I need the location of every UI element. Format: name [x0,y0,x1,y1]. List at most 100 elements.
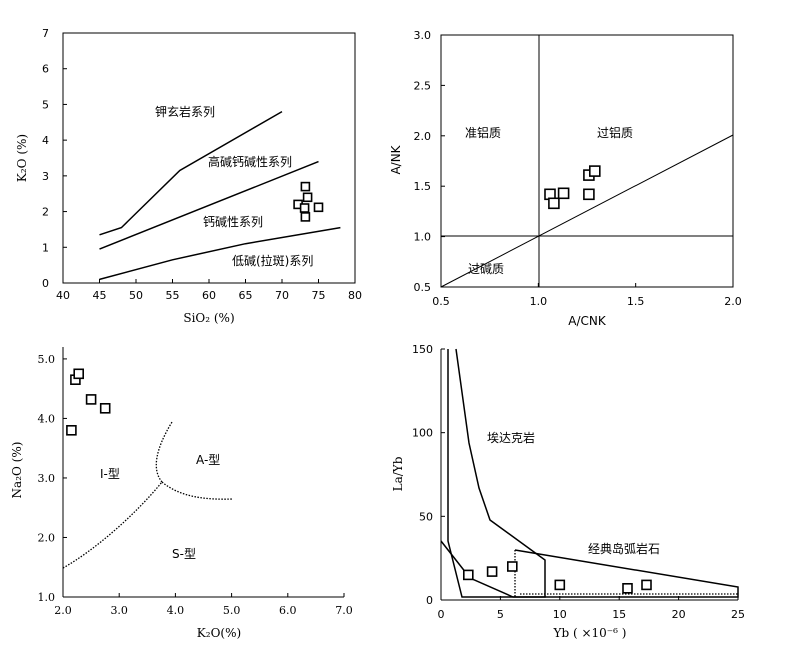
y-tick-label: 6 [42,63,49,76]
y-tick-label: 2.0 [414,130,432,143]
field-low-k-tholeiite: 低碱(拉斑)系列 [232,253,313,268]
field-s-type: S-型 [172,547,196,561]
sample-point [73,368,84,380]
x-tick-label: 1.5 [627,295,645,308]
series-boundary-line [99,226,341,281]
field-metaluminous: 准铝质 [465,125,501,140]
sample-point [300,212,311,222]
field-high-k-calc-alkaline: 高碱钙碱性系列 [208,154,292,169]
y-tick-label: 1.5 [414,180,432,193]
panel-3-xlabel: K₂O(%) [197,626,241,640]
field-shoshonite: 钾玄岩系列 [155,104,215,119]
sample-point [548,197,560,210]
field-peralkaline: 过碱质 [468,262,504,276]
y-tick-label: 5 [42,98,49,111]
boundary-i-a [155,421,173,483]
field-calc-alkaline: 钙碱性系列 [203,215,263,229]
x-tick-label: 50 [129,289,143,302]
field-a-type: A-型 [196,453,220,467]
y-tick-label: 3.0 [414,29,432,42]
x-tick-label: 80 [348,289,362,302]
x-tick-label: 4.0 [167,604,185,617]
x-tick-label: 25 [731,608,745,621]
sample-point [622,582,633,594]
y-tick-label: 2 [42,206,49,219]
x-tick-label: 75 [312,289,326,302]
y-tick-label: 0 [426,594,433,607]
x-tick-label: 7.0 [335,604,353,617]
x-tick-label: 5.0 [223,604,241,617]
panel-1-ylabel: K₂O (%) [15,134,29,182]
y-tick-label: 150 [412,343,433,356]
panel-3-ylabel: Na₂O (%) [10,442,24,499]
x-tick-label: 5 [497,608,504,621]
x-tick-label: 15 [612,608,626,621]
sample-point [641,579,652,591]
sample-point [554,579,566,591]
field-adakite: 埃达克岩 [487,430,535,445]
sample-point [313,202,324,213]
x-tick-label: 65 [239,289,253,302]
y-tick-label: 2.5 [414,79,432,92]
field-classic-island-arc: 经典岛弧岩石 [588,541,660,556]
panel-na2o-k2o: 1.02.03.04.05.02.0 3.0 4.0 5.0 6.0 7.0 I-型 A-… [10,347,353,640]
y-tick-label: 0.5 [414,281,432,294]
x-tick-label: 3.0 [110,604,128,617]
y-tick-label: 4.0 [38,412,56,425]
x-tick-label: 10 [553,608,567,621]
panel-1-xlabel: SiO₂ (%) [183,311,234,325]
sample-point [85,394,97,405]
panel-4-xlabel: Yb ( ×10⁻⁶ ) [553,626,627,640]
sample-point [99,402,111,414]
x-tick-label: 20 [672,608,686,621]
sample-point [506,561,518,572]
x-tick-label: 40 [56,289,70,302]
y-tick-label: 4 [42,134,49,147]
field-adakite-boundary [447,348,546,598]
y-tick-label: 3 [42,170,49,183]
series-boundary-line [99,110,283,236]
y-tick-label: 5.0 [38,353,56,366]
x-tick-label: 70 [275,289,289,302]
sample-point [583,188,595,201]
y-tick-label: 100 [412,427,433,440]
x-tick-label: 2.0 [724,295,742,308]
x-tick-label: 45 [93,289,107,302]
y-tick-label: 1 [42,241,49,254]
sample-point [588,165,601,177]
field-peraluminous: 过铝质 [597,125,633,140]
y-tick-label: 1.0 [414,231,432,244]
boundary-i-s [62,481,163,569]
x-tick-label: 2.0 [54,604,72,617]
series-boundary-line [99,160,319,250]
boundary-a-s [161,481,234,500]
sample-point [66,424,77,436]
x-tick-label: 1.0 [530,295,548,308]
boundary-diagonal [440,134,734,288]
sample-point [486,566,498,577]
y-tick-label: 2.0 [38,531,56,544]
y-tick-label: 0 [42,277,49,290]
x-tick-label: 60 [202,289,216,302]
sample-point [299,203,310,213]
sample-point [302,192,313,203]
panel-2-xlabel: A/CNK [568,314,607,328]
sample-point [462,569,474,581]
x-tick-label: 6.0 [279,604,297,617]
y-tick-label: 1.0 [38,591,56,604]
x-tick-label: 55 [166,289,180,302]
panel-2-ylabel: A/NK [389,144,403,174]
y-tick-label: 50 [419,510,433,523]
y-tick-label: 3.0 [38,472,56,485]
panel-4-ylabel: La/Yb [391,456,405,491]
x-tick-label: 0.5 [432,295,450,308]
panel-anknk-acnk: 0.5 1.0 1.5 2.0 2.5 3.0 0.5 1.0 1.5 2.0 准铝质 过铝质 过… [389,29,742,328]
sample-point [300,181,311,192]
field-i-type: I-型 [100,467,120,481]
panel-2-frame [440,34,734,288]
panel-layb-yb: 0 50 100 150 0 5 10 15 20 25 埃达克岩 经典岛弧岩石 Yb ( ×10… [391,343,745,640]
x-tick-label: 0 [438,608,445,621]
y-tick-label: 7 [42,27,49,40]
